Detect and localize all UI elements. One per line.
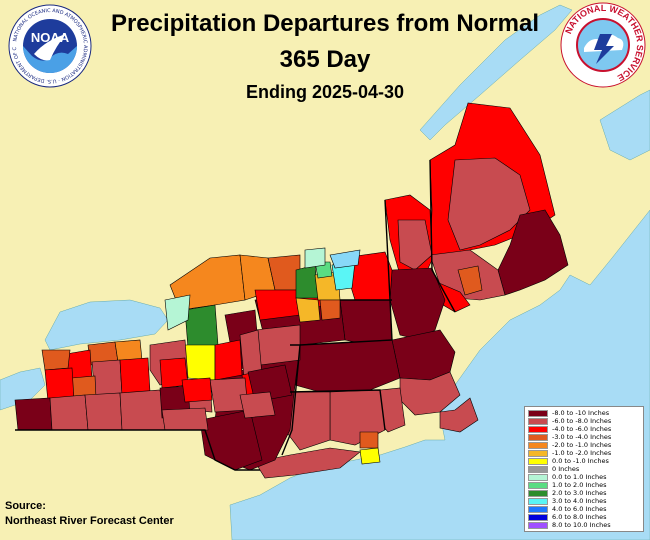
region-vt-light-blue bbox=[329, 249, 361, 269]
map-ending-date: Ending 2025-04-30 bbox=[245, 82, 405, 102]
region-ny-allegany bbox=[84, 392, 123, 431]
region-ny-niagara bbox=[41, 349, 71, 371]
legend-label: 4.0 to 6.0 Inches bbox=[552, 505, 607, 513]
lake-erie bbox=[0, 367, 46, 411]
legend-swatch bbox=[528, 458, 548, 465]
legend-item: 8.0 to 10.0 Inches bbox=[528, 521, 642, 530]
legend-label: 8.0 to 10.0 Inches bbox=[552, 521, 611, 529]
legend-swatch bbox=[528, 506, 548, 513]
legend-swatch bbox=[528, 450, 548, 457]
legend-swatch bbox=[528, 498, 548, 505]
legend-swatch bbox=[528, 474, 548, 481]
legend-swatch bbox=[528, 410, 548, 417]
source-label: Source: bbox=[5, 500, 46, 512]
region-vt-dark-orange bbox=[319, 299, 341, 321]
source-credit: Source: Northeast River Forecast Center bbox=[5, 499, 174, 529]
source-name: Northeast River Forecast Center bbox=[5, 515, 174, 527]
region-ny-lower-hudson bbox=[199, 409, 263, 471]
legend-label: 2.0 to 3.0 Inches bbox=[552, 489, 607, 497]
legend-item: 0.0 to 1.0 Inches bbox=[528, 473, 642, 482]
legend-label: 3.0 to 4.0 Inches bbox=[552, 497, 607, 505]
region-ny-essex bbox=[254, 289, 301, 321]
region-long-island bbox=[254, 447, 361, 479]
legend-item: -8.0 to -10 Inches bbox=[528, 409, 642, 418]
region-ny-catskills bbox=[239, 391, 276, 419]
legend-label: 0.0 to 1.0 Inches bbox=[552, 473, 607, 481]
region-ny-jefferson-south bbox=[164, 294, 191, 331]
region-ny-lewis bbox=[184, 304, 219, 349]
region-vt-northwest-green bbox=[295, 264, 319, 299]
region-ma-southeast bbox=[399, 371, 461, 416]
legend: -8.0 to -10 Inches -6.0 to -8.0 Inches -4.… bbox=[524, 406, 644, 532]
region-ny-chautauqua bbox=[14, 397, 53, 431]
legend-item: -1.0 to -2.0 Inches bbox=[528, 449, 642, 458]
region-maine-central bbox=[447, 157, 531, 251]
legend-item: 2.0 to 3.0 Inches bbox=[528, 489, 642, 498]
region-cape-cod bbox=[439, 397, 479, 433]
legend-swatch bbox=[528, 514, 548, 521]
st-lawrence-river bbox=[419, 4, 573, 141]
region-maine-coast bbox=[497, 209, 569, 296]
region-ny-otsego bbox=[247, 364, 293, 403]
legend-label: 0.0 to -1.0 Inches bbox=[552, 457, 609, 465]
gaspe-water bbox=[599, 89, 650, 161]
region-nh-lightgreen bbox=[304, 247, 326, 269]
legend-label: 6.0 to 8.0 Inches bbox=[552, 513, 607, 521]
state-borders bbox=[15, 159, 456, 471]
noaa-logo-icon: NOAA NATIONAL OCEANIC AND ATMOSPHERIC AD… bbox=[8, 4, 92, 88]
svg-text:NOAA: NOAA bbox=[31, 30, 70, 45]
legend-item: 1.0 to 2.0 Inches bbox=[528, 481, 642, 490]
legend-swatch bbox=[528, 466, 548, 473]
legend-label: -3.0 to -4.0 Inches bbox=[552, 433, 612, 441]
legend-item: 3.0 to 4.0 Inches bbox=[528, 497, 642, 506]
region-vt-central bbox=[339, 299, 393, 346]
legend-item: -2.0 to -1.0 Inches bbox=[528, 441, 642, 450]
legend-swatch bbox=[528, 482, 548, 489]
legend-label: 1.0 to 2.0 Inches bbox=[552, 481, 607, 489]
legend-label: -6.0 to -8.0 Inches bbox=[552, 417, 612, 425]
legend-item: 0.0 to -1.0 Inches bbox=[528, 457, 642, 466]
region-ma-central bbox=[294, 339, 401, 393]
legend-item: -6.0 to -8.0 Inches bbox=[528, 417, 642, 426]
region-ma-northeast bbox=[391, 329, 456, 381]
legend-swatch bbox=[528, 442, 548, 449]
region-ct-block-island bbox=[359, 431, 379, 449]
region-nh-central bbox=[397, 219, 433, 271]
legend-item: -3.0 to -4.0 Inches bbox=[528, 433, 642, 442]
region-li-east bbox=[359, 447, 381, 465]
legend-label: -4.0 to -6.0 Inches bbox=[552, 425, 612, 433]
region-ny-broome bbox=[181, 377, 213, 403]
region-ny-genesee bbox=[91, 359, 123, 399]
map-title: Precipitation Departures from Normal bbox=[110, 10, 540, 37]
map-period: 365 Day bbox=[279, 46, 371, 73]
region-ny-oneida bbox=[214, 339, 243, 381]
legend-item: 4.0 to 6.0 Inches bbox=[528, 505, 642, 514]
nws-logo-icon: NATIONAL WEATHER SERVICE bbox=[560, 2, 646, 88]
region-ny-ontario bbox=[119, 357, 151, 396]
legend-label: -8.0 to -10 Inches bbox=[552, 409, 610, 417]
lake-ontario bbox=[44, 299, 169, 351]
legend-item: -4.0 to -6.0 Inches bbox=[528, 425, 642, 434]
legend-swatch bbox=[528, 434, 548, 441]
legend-label: 0 Inches bbox=[552, 465, 580, 473]
legend-swatch bbox=[528, 418, 548, 425]
region-vt-orange bbox=[295, 297, 321, 323]
legend-item: 6.0 to 8.0 Inches bbox=[528, 513, 642, 522]
region-ny-tioga bbox=[161, 407, 209, 431]
legend-swatch bbox=[528, 490, 548, 497]
legend-swatch bbox=[528, 522, 548, 529]
legend-label: -2.0 to -1.0 Inches bbox=[552, 441, 612, 449]
region-ny-steuben bbox=[119, 389, 166, 431]
legend-label: -1.0 to -2.0 Inches bbox=[552, 449, 612, 457]
legend-item: 0 Inches bbox=[528, 465, 642, 474]
region-maine-york bbox=[457, 265, 483, 296]
legend-swatch bbox=[528, 426, 548, 433]
region-ny-cattaraugus bbox=[49, 394, 89, 431]
